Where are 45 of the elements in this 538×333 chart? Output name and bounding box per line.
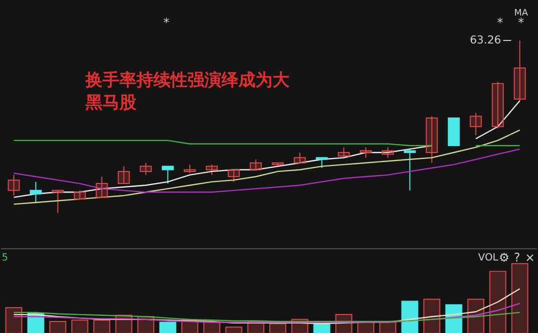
bar xyxy=(269,323,286,333)
bar xyxy=(313,324,330,333)
candlestick xyxy=(206,164,218,176)
bar xyxy=(379,322,396,333)
text: * xyxy=(163,16,170,30)
annotation: VOL xyxy=(478,252,499,264)
annotation: ? xyxy=(514,250,520,265)
bar xyxy=(423,298,440,333)
text: * xyxy=(497,16,504,30)
candlestick xyxy=(514,40,526,102)
bar xyxy=(225,326,242,333)
candlestick xyxy=(294,152,306,164)
bar xyxy=(203,322,220,333)
candlestick xyxy=(360,146,372,158)
candlestick xyxy=(426,116,438,164)
candlestick xyxy=(118,166,130,184)
annotation: 63.26 xyxy=(470,33,502,46)
candlestick xyxy=(184,164,196,174)
candlestick xyxy=(492,81,504,129)
annotation: 黑马股 xyxy=(84,92,138,112)
candlestick xyxy=(8,174,20,196)
bar xyxy=(489,270,506,333)
candlestick xyxy=(30,181,42,203)
bar xyxy=(71,320,88,333)
annotation: ⚙ xyxy=(498,250,510,265)
candlestick xyxy=(382,146,394,158)
bar xyxy=(511,263,528,333)
candlestick xyxy=(162,166,174,184)
candlestick xyxy=(228,169,240,182)
candlestick xyxy=(250,158,262,170)
bar xyxy=(93,320,110,333)
candlestick xyxy=(404,148,416,191)
candlestick xyxy=(96,176,108,198)
candlestick xyxy=(316,157,328,169)
bar xyxy=(159,322,176,333)
bar xyxy=(5,307,22,333)
bar xyxy=(49,321,66,333)
candlestick xyxy=(470,112,482,136)
annotation: 换手率持续性强演绎成为大 xyxy=(84,69,291,90)
bar xyxy=(401,300,418,333)
annotation: × xyxy=(525,250,536,265)
candlestick xyxy=(338,146,350,158)
candlestick xyxy=(140,162,152,176)
candlestick xyxy=(52,190,64,214)
annotation: 5 xyxy=(2,252,8,264)
